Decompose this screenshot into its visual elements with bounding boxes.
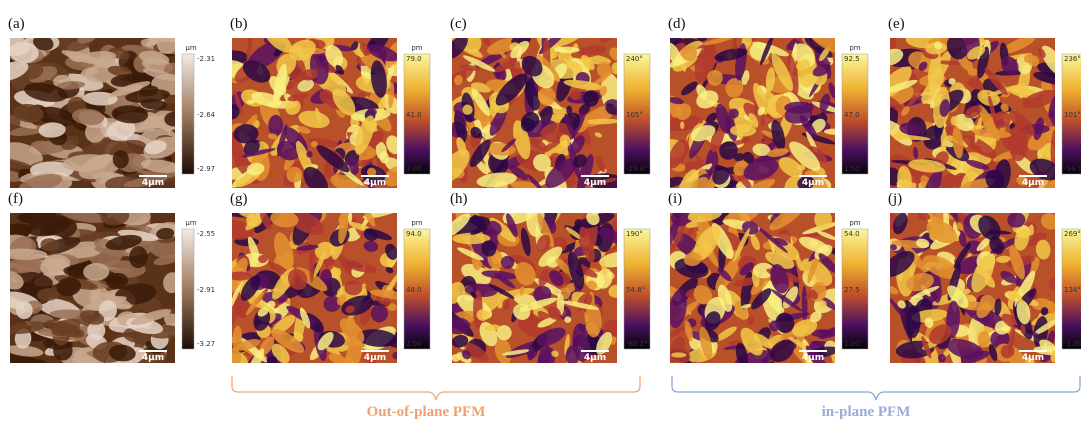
image: 4µm [215,198,410,380]
colorbar-unit: pm [849,219,860,227]
colorbar-unit: pm [849,44,860,52]
colorbar-tick: 27.5 [844,286,860,294]
colorbar-tick: -2.91 [197,286,215,294]
colorbar-tick: 134° [1064,286,1081,294]
colorbar-tick: 41.0 [406,111,422,119]
colorbar-tick: 269° [1064,230,1081,238]
image: 4µm [438,193,636,377]
image: 4µm [0,27,192,196]
colorbar-tick: -2.55 [197,230,215,238]
colorbar-unit: pm [411,219,422,227]
panel-label: (g) [230,191,248,207]
scale-bar-label: 4µm [1022,353,1044,363]
colorbar [182,54,194,174]
bracket [672,376,1080,400]
colorbar-tick: -3.27 [197,340,215,348]
figure: Out-of-plane PFM in-plane PFM (a)4µmµm-2… [0,0,1081,424]
image: 4µm [0,202,194,375]
colorbar-tick: -34.1° [1064,165,1081,173]
colorbar-tick: 1.00 [844,340,860,348]
panel-label: (j) [888,191,902,207]
bracket [232,376,640,400]
colorbar-tick: -2.97 [197,165,215,173]
scale-bar-label: 4µm [142,178,164,188]
colorbar-tick: 54.8° [626,286,645,294]
image: 4µm [435,22,628,199]
colorbar-tick: -2.31 [197,55,215,63]
panel-label: (f) [8,191,23,207]
scale-bar-label: 4µm [1022,178,1044,188]
colorbar [182,229,194,349]
panel-label: (h) [450,191,468,207]
panel-label: (a) [8,16,25,32]
colorbar-tick: 54.0 [844,230,860,238]
scale-bar-label: 4µm [802,178,824,188]
group-label: in-plane PFM [822,404,911,420]
colorbar-tick: 92.5 [844,55,860,63]
image: 4µm [656,25,850,210]
colorbar-tick: 190° [626,230,643,238]
scale-bar-label: 4µm [364,178,386,188]
group-label: Out-of-plane PFM [367,404,486,420]
colorbar-tick: 47.0 [844,111,860,119]
image: 4µm [875,28,1073,206]
image: 4µm [878,198,1065,375]
colorbar-tick: 79.0 [406,55,422,63]
colorbar-tick: 236° [1064,55,1081,63]
colorbar-tick: -2.64 [197,111,216,119]
panel-label: (c) [450,16,467,32]
image: 4µm [217,22,410,200]
scale-bar-label: 4µm [802,353,824,363]
panel-label: (d) [668,16,686,32]
scale-bar-label: 4µm [142,353,164,363]
colorbar-tick: 240° [626,55,643,63]
colorbar-unit: µm [185,219,196,227]
colorbar-tick: -29.8° [626,165,648,173]
panel-label: (b) [230,16,248,32]
colorbar-tick: 1.50 [844,165,860,173]
colorbar-unit: µm [185,44,196,52]
panel-label: (i) [668,191,682,207]
scale-bar-label: 4µm [584,353,606,363]
panel-label: (e) [888,16,905,32]
colorbar-tick: 3.00 [406,165,422,173]
colorbar-tick: -80.2° [626,340,648,348]
colorbar-unit: pm [411,44,422,52]
image: 4µm [657,193,847,380]
colorbar-tick: 48.0 [406,286,422,294]
colorbar-tick: 105° [626,111,643,119]
scale-bar-label: 4µm [584,178,606,188]
colorbar-tick: 101° [1064,111,1081,119]
scale-bar-label: 4µm [364,353,386,363]
colorbar-tick: -1.00° [1064,340,1081,348]
colorbar-tick: 2.00 [406,340,422,348]
colorbar-tick: 94.0 [406,230,422,238]
texture [164,112,184,127]
